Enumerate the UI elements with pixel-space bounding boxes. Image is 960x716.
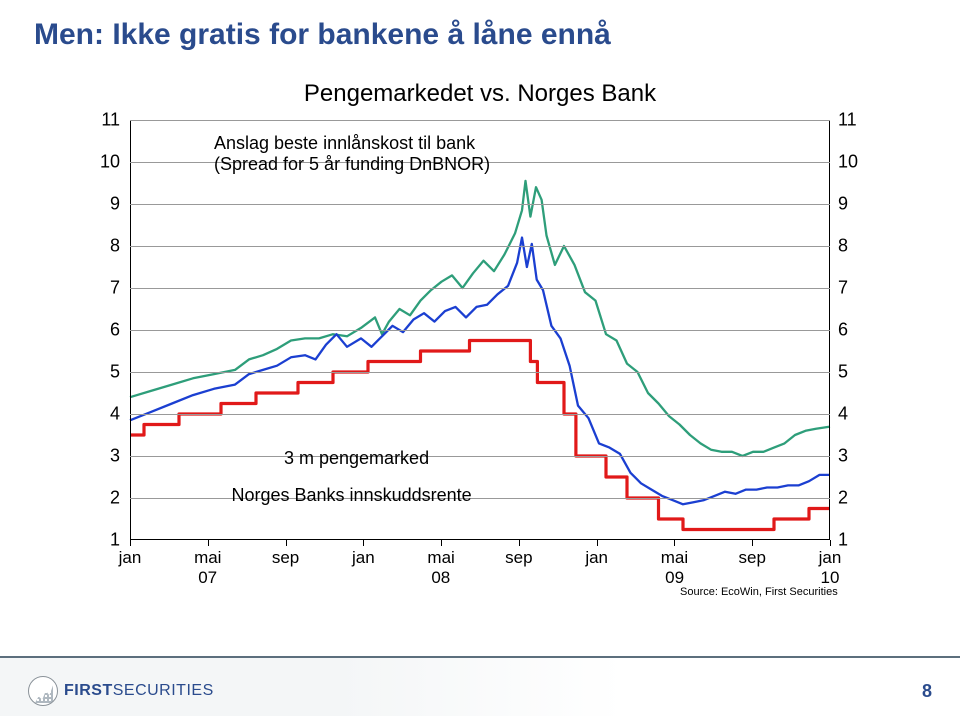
x-tick-label: mai [661,548,688,568]
x-tick [208,540,209,546]
grid-line [130,414,830,415]
x-tick [363,540,364,546]
logo-mark-icon [28,676,58,706]
x-year-label: 08 [431,568,450,588]
x-year-label: 09 [665,568,684,588]
page-number: 8 [922,681,932,702]
slide: Men: Ikke gratis for bankene å låne ennå… [0,0,960,716]
y-tick-label-right: 5 [838,362,868,383]
y-tick-label-right: 7 [838,278,868,299]
x-axis [130,539,830,540]
y-tick-label-right: 8 [838,236,868,257]
x-tick [752,540,753,546]
y-tick-label-right: 3 [838,446,868,467]
x-tick [286,540,287,546]
chart-area: 11223344556677889910101111janmaisepjanma… [90,120,870,580]
y-tick-label-right: 1 [838,530,868,551]
x-tick [441,540,442,546]
y-tick-label-right: 10 [838,152,868,173]
x-tick [130,540,131,546]
chart-title: Pengemarkedet vs. Norges Bank [260,80,700,108]
chart-plot [130,120,830,540]
y-tick-label-right: 2 [838,488,868,509]
y-tick-label-left: 7 [90,278,120,299]
grid-line [130,246,830,247]
logo-first: FIRST [64,682,113,699]
logo-text: FIRSTSECURITIES [64,682,214,700]
grid-line [130,120,830,121]
x-tick-label: jan [119,548,142,568]
grid-line [130,204,830,205]
y-tick-label-left: 4 [90,404,120,425]
y-tick-label-left: 5 [90,362,120,383]
y-tick-label-left: 10 [90,152,120,173]
x-tick [830,540,831,546]
y-tick-label-left: 8 [90,236,120,257]
x-tick-label: mai [427,548,454,568]
x-year-label: 07 [198,568,217,588]
y-tick-label-right: 9 [838,194,868,215]
y-tick-label-left: 9 [90,194,120,215]
x-year-label: 10 [821,568,840,588]
x-tick-label: sep [272,548,299,568]
grid-line [130,288,830,289]
x-tick [519,540,520,546]
x-tick-label: mai [194,548,221,568]
grid-line [130,330,830,331]
slide-title: Men: Ikke gratis for bankene å låne ennå [34,18,611,52]
chart-annotation: 3 m pengemarked [284,448,429,469]
y-tick-label-left: 6 [90,320,120,341]
logo: FIRSTSECURITIES [28,676,214,706]
y-tick-label-left: 2 [90,488,120,509]
grid-line [130,372,830,373]
logo-rest: SECURITIES [113,682,214,699]
x-tick-label: jan [819,548,842,568]
y-tick-label-right: 4 [838,404,868,425]
chart-source: Source: EcoWin, First Securities [680,586,838,598]
x-tick-label: jan [352,548,375,568]
grid-line [130,456,830,457]
y-tick-label-left: 3 [90,446,120,467]
x-tick-label: sep [505,548,532,568]
x-tick [674,540,675,546]
x-tick-label: jan [585,548,608,568]
chart-annotation: Anslag beste innlånskost til bank (Sprea… [214,133,490,175]
y-tick-label-right: 11 [838,110,868,131]
x-tick [597,540,598,546]
y-tick-label-right: 6 [838,320,868,341]
chart-annotation: Norges Banks innskuddsrente [232,485,472,506]
y-tick-label-left: 11 [90,110,120,131]
x-tick-label: sep [739,548,766,568]
slide-footer: FIRSTSECURITIES 8 [0,656,960,716]
y-tick-label-left: 1 [90,530,120,551]
